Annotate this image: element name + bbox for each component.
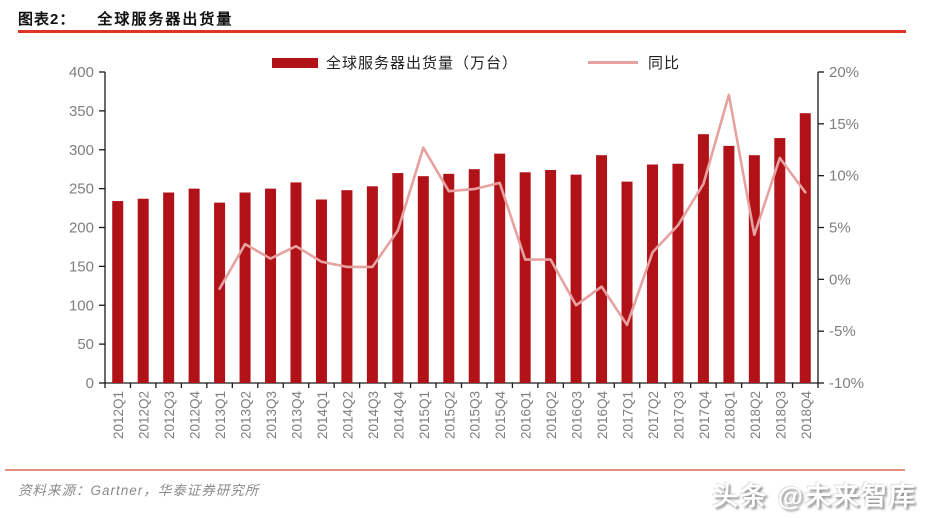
x-axis-label-2016Q2: 2016Q2: [544, 391, 559, 439]
bar-2015Q4: [494, 153, 506, 383]
y-axis-right-tick-label: 15%: [829, 116, 859, 133]
x-axis-label-2015Q1: 2015Q1: [417, 391, 432, 439]
title-rule-divider: [18, 30, 906, 33]
bar-2013Q4: [290, 182, 302, 383]
y-axis-left-tick-label: 250: [69, 181, 94, 198]
y-axis-right-tick-label: 10%: [829, 168, 859, 185]
y-axis-left-tick-label: 100: [69, 297, 94, 314]
y-axis-right-tick-label: 0%: [829, 271, 851, 288]
x-axis-label-2015Q4: 2015Q4: [493, 391, 508, 440]
figure-header: 图表2： 全球服务器出货量: [18, 8, 233, 29]
x-axis-label-2012Q2: 2012Q2: [137, 391, 152, 439]
y-axis-right-tick-label: 20%: [829, 64, 859, 81]
x-axis-label-2016Q1: 2016Q1: [519, 391, 534, 439]
bar-2014Q4: [392, 173, 404, 383]
bar-2017Q2: [646, 164, 658, 383]
y-axis-right-tick-label: -5%: [829, 323, 856, 340]
x-axis-label-2014Q4: 2014Q4: [391, 391, 406, 440]
y-axis-left-tick-label: 0: [86, 375, 94, 392]
x-axis-label-2013Q4: 2013Q4: [289, 391, 304, 440]
bar-2018Q2: [748, 155, 760, 383]
bar-2014Q1: [315, 199, 327, 383]
x-axis-label-2015Q2: 2015Q2: [442, 391, 457, 439]
x-axis-label-2018Q1: 2018Q1: [722, 391, 737, 439]
y-axis-left-tick-label: 200: [69, 220, 94, 237]
x-axis-label-2018Q2: 2018Q2: [748, 391, 763, 439]
x-axis-label-2018Q4: 2018Q4: [799, 391, 814, 440]
bar-2017Q1: [621, 181, 633, 383]
source-note: 资料来源：Gartner，华泰证券研究所: [18, 483, 260, 498]
bar-2018Q1: [723, 145, 735, 383]
x-axis-label-2013Q1: 2013Q1: [213, 391, 228, 439]
bar-series-swatch: [272, 57, 318, 68]
bar-2015Q1: [417, 176, 429, 383]
bar-2018Q4: [799, 113, 811, 384]
x-axis-label-2017Q2: 2017Q2: [646, 391, 661, 439]
x-axis-label-2014Q2: 2014Q2: [340, 391, 355, 439]
bar-2017Q3: [672, 163, 684, 383]
y-axis-left-tick-label: 350: [69, 103, 94, 120]
x-axis-label-2013Q2: 2013Q2: [239, 391, 254, 439]
bar-2018Q3: [774, 138, 786, 383]
x-axis-label-2014Q3: 2014Q3: [366, 391, 381, 439]
bar-2016Q2: [545, 169, 557, 383]
legend-item-shipments: 全球服务器出货量（万台）: [272, 52, 518, 73]
x-axis-label-2014Q1: 2014Q1: [315, 391, 330, 439]
x-axis-label-2012Q3: 2012Q3: [162, 391, 177, 439]
bar-2016Q4: [596, 155, 608, 383]
x-axis-label-2015Q3: 2015Q3: [468, 391, 483, 439]
legend-label-yoy: 同比: [648, 55, 681, 72]
x-axis-label-2017Q3: 2017Q3: [671, 391, 686, 439]
bar-2013Q1: [214, 202, 226, 383]
bar-2012Q3: [163, 192, 175, 383]
bar-2015Q3: [468, 169, 480, 383]
bar-2015Q2: [443, 173, 455, 383]
x-axis-label-2017Q1: 2017Q1: [621, 391, 636, 439]
page-title: 全球服务器出货量: [97, 11, 234, 28]
x-axis-label-2016Q4: 2016Q4: [595, 391, 610, 440]
bar-2016Q3: [570, 174, 582, 383]
legend-label-shipments: 全球服务器出货量（万台）: [326, 55, 519, 72]
y-axis-left-tick-label: 150: [69, 258, 94, 275]
y-axis-left-tick-label: 400: [69, 64, 94, 81]
x-axis-label-2012Q1: 2012Q1: [111, 391, 126, 439]
bar-2012Q4: [188, 188, 200, 383]
footer-rule-divider: [5, 469, 905, 471]
legend-item-yoy: 同比: [588, 52, 680, 73]
x-axis-label-2016Q3: 2016Q3: [570, 391, 585, 439]
x-axis-label-2013Q3: 2013Q3: [264, 391, 279, 439]
x-axis-label-2017Q4: 2017Q4: [697, 391, 712, 440]
y-axis-left-tick-label: 50: [77, 336, 94, 353]
bar-2016Q1: [519, 172, 531, 383]
x-axis-label-2012Q4: 2012Q4: [188, 391, 203, 440]
bar-2014Q2: [341, 190, 353, 383]
line-series-swatch: [588, 61, 638, 64]
watermark: 头条 @未来智库: [712, 481, 917, 511]
bar-2014Q3: [366, 186, 378, 383]
bar-2012Q2: [137, 198, 149, 383]
bar-2013Q3: [265, 188, 277, 383]
chart-legend: 全球服务器出货量（万台） 同比: [0, 52, 925, 74]
y-axis-right-tick-label: -10%: [829, 375, 864, 392]
figure-label: 图表2：: [18, 11, 76, 28]
yoy-line: [218, 93, 807, 327]
x-axis-label-2018Q3: 2018Q3: [773, 391, 788, 439]
y-axis-right-tick-label: 5%: [829, 220, 851, 237]
y-axis-left-tick-label: 300: [69, 142, 94, 159]
bar-2013Q2: [239, 192, 251, 383]
bar-2012Q1: [112, 201, 124, 383]
bar-2017Q4: [697, 134, 709, 383]
